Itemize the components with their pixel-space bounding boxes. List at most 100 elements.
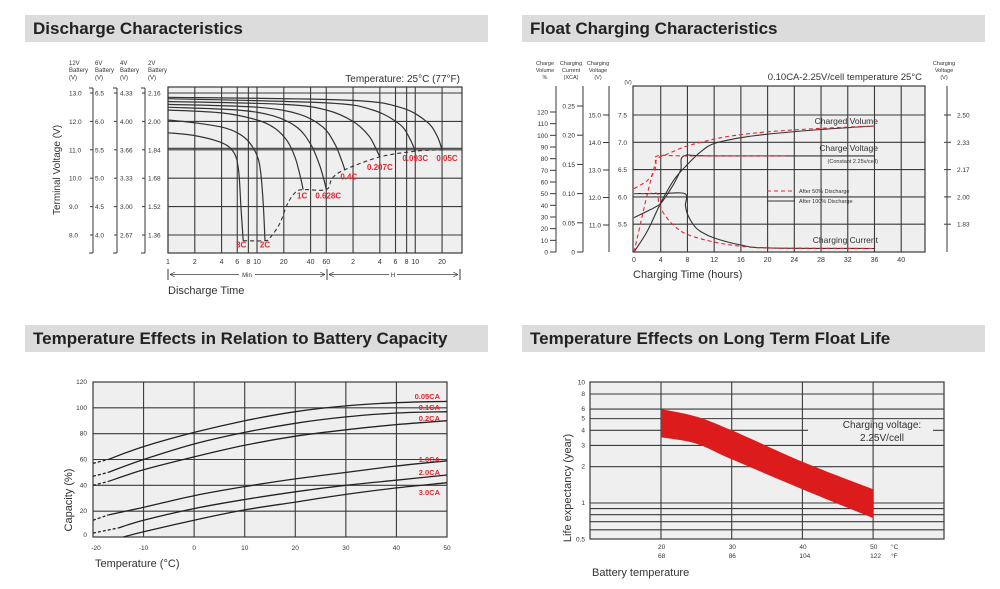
voltage-12v-axis-header: Voltage: [589, 68, 607, 74]
x-tick-label: 2: [351, 259, 355, 266]
y-tick-label: 40: [80, 482, 88, 489]
x-tick-label-celsius: 30: [729, 544, 737, 551]
capacity-curve-0.05CA: [107, 400, 448, 461]
voltage-12v-tick-label: 11.0: [589, 223, 602, 230]
label-bg: [389, 270, 397, 279]
y-tick-label: 1.84: [148, 147, 161, 154]
volume-tick-label: 100: [537, 133, 548, 140]
voltage-6v-tick-label: 5.5: [618, 222, 627, 229]
volume-tick-label: 0: [544, 250, 548, 257]
series-label: 0.4C: [340, 173, 357, 182]
plot-border: [167, 86, 463, 254]
y-tick-label: 12.0: [69, 119, 82, 126]
discharge-curve-0.628C: [167, 106, 327, 190]
capacity-curve-2.0CA: [118, 474, 448, 529]
plot-border: [589, 381, 945, 540]
voltage-12v-tick-label: 15.0: [588, 113, 601, 120]
capacity-curve-dashed-0.2CA: [92, 480, 109, 486]
y-tick-label: 120: [76, 379, 87, 386]
label-bg: [239, 270, 255, 279]
x-tick-label-fahrenheit: 122: [870, 553, 881, 560]
x-axis-title: Temperature (°C): [95, 558, 179, 570]
series-label: 3C: [236, 241, 246, 250]
volume-curve-50pct: [633, 125, 875, 253]
discharge-curve-1C: [167, 109, 304, 190]
series-label: 0.05C: [436, 154, 458, 163]
legend-label-50pct: After 50% Discharge: [799, 189, 849, 195]
current-tick-label: 0: [571, 250, 575, 257]
y-tick-label: 80: [80, 431, 88, 438]
y-tick-label: 60: [80, 456, 88, 463]
scale-header: 4V: [120, 61, 127, 67]
scale-header: (V): [69, 75, 77, 81]
voltage-12v-tick-label: 13.0: [588, 168, 601, 175]
volume-tick-label: 10: [541, 238, 549, 245]
discharge-curve-0.4C: [167, 103, 346, 170]
x-tick-label-fahrenheit: 104: [799, 553, 810, 560]
capacity-curve-dashed-1.0CA: [92, 514, 109, 521]
y-axis-title: Capacity (%): [63, 469, 75, 532]
voltage-6v-tick-label: 6.5: [618, 167, 627, 174]
x-tick-label: 28: [817, 257, 825, 264]
y-tick-label: 4.5: [95, 204, 104, 211]
volume-axis-header: %: [543, 75, 548, 81]
header-float-charging-characteristics: Float Charging Characteristics: [522, 15, 985, 42]
series-label: 0.628C: [315, 192, 341, 201]
x-tick-label: 4: [220, 259, 224, 266]
y-tick-label: 2.67: [120, 233, 133, 240]
y-tick-label: 1: [581, 500, 585, 507]
scale-header: 12V: [69, 61, 80, 67]
charge-voltage-label: Charge Voltage: [819, 143, 878, 153]
capacity-curve-dashed-2.0CA: [92, 527, 119, 534]
x-tick-label: 20: [438, 259, 446, 266]
cell-voltage-tick-label: 2.33: [957, 140, 970, 147]
y-tick-label: 4: [581, 427, 585, 434]
scale-header: Battery: [120, 68, 139, 74]
current-axis-header: Charging: [560, 61, 582, 67]
y-tick-label: 100: [76, 405, 87, 412]
x-tick-label-fahrenheit: 68: [658, 553, 666, 560]
header-float-life: Temperature Effects on Long Term Float L…: [522, 325, 985, 352]
x-tick-label-celsius: 20: [658, 544, 666, 551]
discharge-curve-0.093C: [167, 98, 416, 152]
legend-label-100pct: After 100% Discharge: [799, 199, 853, 205]
x-tick-label: 1: [166, 259, 170, 266]
y-tick-label: 3.33: [120, 176, 133, 183]
plot-area: [168, 87, 462, 253]
float-life-chart: 206830864010450122°C°F1086543210.5Chargi…: [562, 379, 945, 579]
header-temperature-capacity: Temperature Effects in Relation to Batte…: [25, 325, 488, 352]
series-label: 0.1CA: [419, 403, 441, 412]
temperature-annotation: Temperature: 25°C (77°F): [345, 74, 460, 85]
series-label: 1C: [297, 192, 307, 201]
x-tick-label: 2: [193, 259, 197, 266]
x-tick-label: 4: [659, 257, 663, 264]
charged-volume-label: Charged Volume: [815, 116, 879, 126]
x-tick-label: 36: [871, 257, 879, 264]
y-tick-label: 3.66: [120, 147, 133, 154]
x-tick-label: 50: [443, 545, 451, 552]
cell-voltage-header: (V): [940, 75, 948, 81]
plot-border: [632, 85, 926, 253]
y-tick-label: 4.33: [120, 91, 133, 98]
x-tick-label: 0: [632, 257, 636, 264]
x-tick-label: 24: [790, 257, 798, 264]
cutoff-voltage-line: [243, 149, 443, 242]
series-label: 0.05CA: [415, 392, 441, 401]
x-tick-label: 20: [764, 257, 772, 264]
temperature-capacity-chart: -20 -10 0 10 20 30 40 50 0 20 40 60 80 100 120 0.05CA 0.…: [63, 379, 451, 570]
volume-tick-label: 20: [541, 226, 549, 233]
x-tick-label: 40: [393, 545, 401, 552]
current-tick-label: 0.25: [562, 104, 575, 111]
celsius-unit-label: °C: [891, 543, 899, 551]
charging-annotation: 0.10CA-2.25V/cell temperature 25°C: [768, 72, 922, 83]
scale-header: Battery: [69, 68, 88, 74]
volume-tick-label: 30: [541, 215, 549, 222]
voltage-6v-tick-label: 7.5: [618, 113, 627, 120]
x-tick-label-celsius: 40: [799, 544, 807, 551]
header-discharge-characteristics: Discharge Characteristics: [25, 15, 488, 42]
capacity-curve-1.0CA: [108, 460, 448, 516]
discharge-chart: 1 2 4 6 8 10 20 40 60 2 4 6 8 10 2012VBattery(V)13.012…: [52, 61, 463, 297]
y-tick-label: 4.00: [120, 119, 133, 126]
x-tick-label: 20: [280, 259, 288, 266]
